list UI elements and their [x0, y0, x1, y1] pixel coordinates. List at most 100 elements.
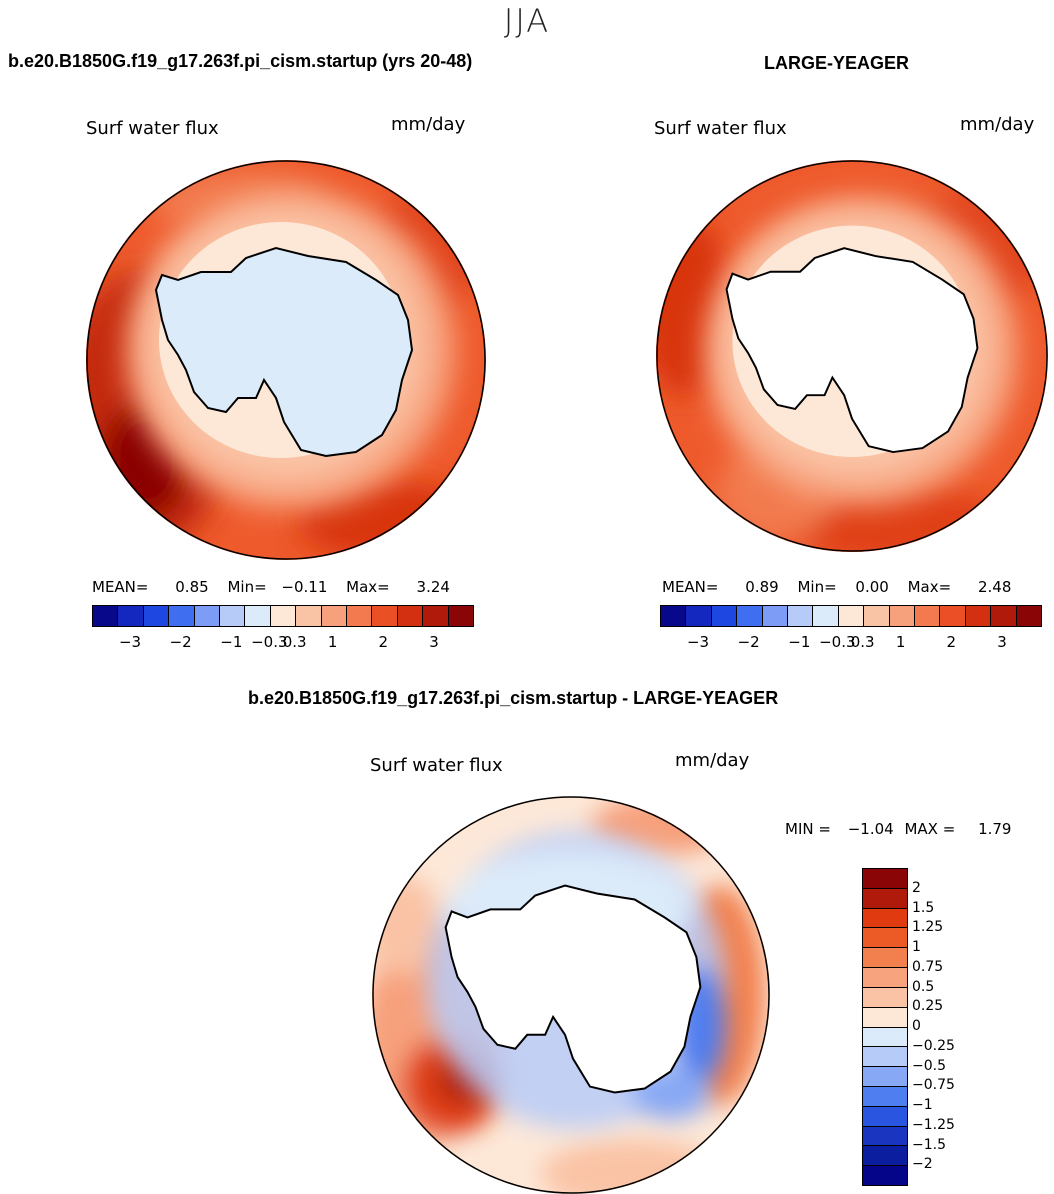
panel2-min-value: 0.00 [855, 578, 889, 596]
panel1-title: b.e20.B1850G.f19_g17.263f.pi_cism.startu… [8, 51, 473, 71]
colorbar-swatch [863, 928, 907, 949]
colorbar-tick-label: −2 [912, 1156, 933, 1173]
panel2-map [656, 160, 1048, 552]
colorbar-swatch [863, 869, 907, 889]
panel2-max-value: 2.48 [977, 578, 1012, 596]
colorbar-tick-label: −1 [912, 1097, 933, 1113]
colorbar-swatch [194, 606, 221, 626]
colorbar-swatch [863, 1047, 907, 1068]
colorbar-swatch [169, 606, 195, 626]
colorbar-swatch [372, 606, 398, 626]
colorbar-tick-label: −0.3 [819, 633, 856, 651]
colorbar-tick-label: 0.25 [912, 998, 944, 1015]
colorbar-tick-label: −2 [169, 633, 192, 651]
colorbar-swatch [863, 968, 907, 988]
colorbar-swatch [863, 1067, 907, 1087]
colorbar-swatch [863, 1126, 907, 1147]
panel2-variable: Surf water flux [654, 118, 787, 139]
panel1-min-value: −0.11 [281, 578, 328, 596]
colorbar-swatch [863, 987, 907, 1008]
colorbar-swatch [940, 606, 966, 626]
colorbar-swatch [863, 1166, 907, 1185]
colorbar-swatch [270, 606, 297, 626]
panel1-map [86, 160, 486, 560]
colorbar-tick-label: 2 [946, 633, 957, 651]
colorbar-tick-label: 2 [912, 879, 921, 896]
diff-units: mm/day [675, 750, 750, 771]
panel2-max-label: Max= [907, 578, 952, 596]
panel2-units: mm/day [960, 114, 1035, 135]
panel2-title: LARGE-YEAGER [764, 53, 910, 73]
colorbar-swatch [915, 606, 941, 626]
panel1-colorbar [92, 605, 474, 627]
colorbar-swatch [863, 1106, 907, 1127]
colorbar-tick-label: 0.3 [282, 633, 307, 651]
panel2-colorbar-ticks: −3 −2 −1 −0.3 0.3 1 2 3 [660, 633, 1040, 653]
colorbar-swatch [711, 606, 738, 626]
colorbar-tick-label: −3 [118, 633, 142, 651]
colorbar-swatch [296, 606, 322, 626]
colorbar-swatch [863, 1146, 907, 1167]
colorbar-swatch [863, 888, 907, 909]
colorbar-swatch [863, 908, 907, 929]
panel2-antarctica [725, 247, 979, 454]
colorbar-swatch [1016, 606, 1042, 626]
colorbar-swatch [423, 606, 449, 626]
panel2-mean-value: 0.89 [745, 578, 779, 596]
colorbar-swatch [838, 606, 865, 626]
season-title: JJA [503, 2, 551, 40]
colorbar-swatch [813, 606, 839, 626]
colorbar-swatch [220, 606, 246, 626]
diff-max-label: MAX = [904, 820, 956, 838]
panel1-colorbar-ticks: −3 −2 −1 −0.3 0.3 1 2 3 [92, 633, 472, 653]
colorbar-swatch [737, 606, 763, 626]
colorbar-tick-label: −1.25 [912, 1116, 955, 1133]
colorbar-tick-label: 1 [327, 633, 338, 651]
colorbar-swatch [788, 606, 814, 626]
colorbar-tick-label: −1.5 [912, 1136, 946, 1153]
diff-colorbar [862, 868, 908, 1186]
panel1-units: mm/day [391, 114, 466, 135]
colorbar-tick-label: 3 [997, 633, 1007, 651]
colorbar-tick-label: −0.5 [912, 1057, 946, 1074]
colorbar-tick-label: −2 [737, 633, 760, 651]
colorbar-tick-label: 0 [912, 1018, 921, 1034]
colorbar-swatch [321, 606, 348, 626]
colorbar-tick-label: −1 [220, 633, 243, 651]
diff-antarctica [444, 884, 702, 1094]
panel1-min-label: Min= [227, 578, 267, 596]
panel1-max-label: Max= [346, 578, 390, 596]
colorbar-tick-label: 1.5 [912, 899, 935, 916]
panel1-variable: Surf water flux [86, 118, 219, 139]
panel2-mean-label: MEAN= [662, 578, 719, 596]
diff-min-label: MIN = [785, 820, 831, 838]
panel1-max-value: 3.24 [416, 578, 450, 596]
colorbar-tick-label: −0.75 [912, 1077, 955, 1094]
colorbar-swatch [245, 606, 271, 626]
diff-map [372, 796, 770, 1194]
colorbar-swatch [991, 606, 1017, 626]
panel2-colorbar [660, 605, 1042, 627]
colorbar-swatch [143, 606, 170, 626]
colorbar-tick-label: 0.5 [912, 978, 935, 995]
colorbar-swatch [397, 606, 424, 626]
panel1-mean-label: MEAN= [92, 578, 149, 596]
colorbar-swatch [661, 606, 687, 626]
colorbar-tick-label: −3 [686, 633, 710, 651]
colorbar-swatch [863, 1086, 907, 1107]
panel2-min-label: Min= [797, 578, 837, 596]
colorbar-swatch [118, 606, 144, 626]
colorbar-swatch [93, 606, 119, 626]
colorbar-swatch [863, 948, 907, 969]
colorbar-tick-label: 3 [429, 633, 439, 651]
colorbar-tick-label: 1.25 [912, 919, 944, 936]
colorbar-tick-label: 0.3 [850, 633, 875, 651]
colorbar-tick-label: 1 [912, 939, 921, 955]
colorbar-swatch [762, 606, 789, 626]
diff-variable: Surf water flux [370, 755, 503, 776]
colorbar-tick-label: 0.75 [912, 958, 944, 975]
colorbar-swatch [863, 1027, 907, 1048]
diff-max-value: 1.79 [978, 820, 1012, 838]
colorbar-swatch [686, 606, 712, 626]
panel1-antarctica [154, 246, 414, 458]
